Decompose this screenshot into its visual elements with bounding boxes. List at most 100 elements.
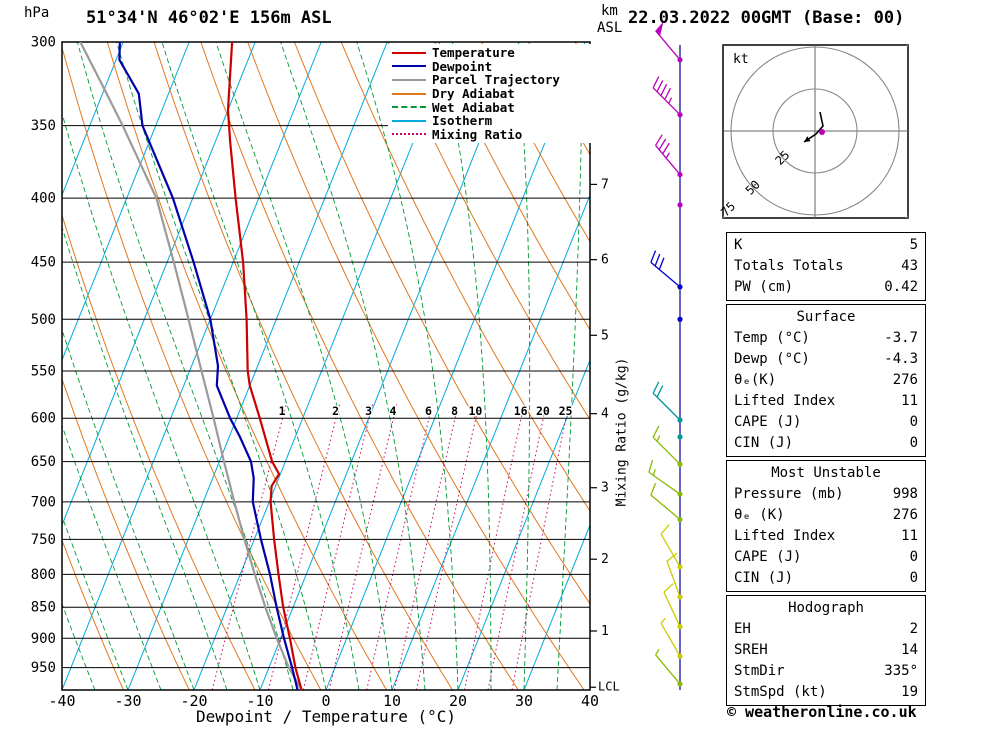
legend-label: Parcel Trajectory [432,72,560,88]
pressure-tick-label: 550 [31,363,56,379]
row-label: CAPE (J) [734,414,802,430]
table-row: CAPE (J) 0 [734,412,918,433]
legend-label: Mixing Ratio [432,126,523,142]
mixing-ratio-label: 4 [389,404,396,418]
index-table: Surface Temp (°C) -3.7 Dewp (°C) -4.3 θₑ(K) 27… [726,304,926,457]
row-value: 14 [901,642,918,658]
index-table: K 5 Totals Totals 43 PW (cm) 0.42 [726,232,926,301]
legend-line-sample [392,92,426,95]
hodograph-ring [730,46,900,216]
legend-item: Parcel Trajectory [390,73,592,87]
chart-legend: Temperature Dewpoint Parcel Trajectory Dry … [388,44,592,144]
table-row: SREH 14 [734,640,918,661]
wet-adiabat-lines [62,42,590,690]
table-row: CAPE (J) 0 [734,547,918,568]
mixing-ratio-label: 3 [365,404,372,418]
km-tick-label: 7 [601,177,609,192]
row-value: 276 [892,507,918,523]
km-tick-label: 6 [601,253,609,268]
table-header: Hodograph [788,600,864,616]
row-value: 5 [909,237,918,253]
dry-adiabat-lines [62,42,590,690]
table-row: θₑ(K) 276 [734,370,918,391]
legend-item: Mixing Ratio [390,128,592,142]
row-label: Dewp (°C) [734,351,810,367]
row-value: 276 [892,372,918,388]
plot-border [61,41,591,691]
wind-barb [663,583,683,630]
row-label: θₑ (K) [734,507,785,523]
legend-line-sample [392,65,426,68]
row-value: 19 [901,684,918,700]
mixing-ratio-value-labels: 1 2 3 4 6 8 10 16 20 25 [277,403,573,420]
temp-tick-label: 0 [321,692,330,710]
row-value: 0 [909,414,918,430]
table-header: Most Unstable [771,465,881,481]
legend-label: Isotherm [432,113,493,129]
row-label: StmDir [734,663,785,679]
km-tick-label: 3 [601,481,609,496]
temp-axis-label: Dewpoint / Temperature (°C) [195,707,457,726]
row-value: 0 [909,435,918,451]
temp-tick-label: 30 [515,692,533,710]
pressure-tick-label: 800 [31,567,56,583]
mixing-ratio-label: 20 [536,404,550,418]
km-tick-label: 4 [601,407,609,422]
table-row: StmSpd (kt) 19 [734,682,918,703]
temp-tick-label: 40 [581,692,599,710]
wind-barb [650,250,683,290]
row-value: 11 [901,393,918,409]
pressure-tick-label: 700 [31,494,56,510]
station-title: 51°34'N 46°02'E 156m ASL [86,8,332,28]
mixing-ratio-label: 2 [332,404,339,418]
row-label: CAPE (J) [734,549,802,565]
wind-barb [652,76,683,118]
row-label: StmSpd (kt) [734,684,827,700]
km-tick-label: 2 [601,552,609,567]
row-label: Lifted Index [734,393,836,409]
wind-barb [677,434,683,440]
pressure-tick-label: 600 [31,411,56,427]
legend-line-sample [392,119,426,122]
legend-item: Dry Adiabat [390,87,592,101]
pressure-tick-label: 300 [31,35,56,51]
pressure-gridlines: 300 350 400 450 500 550 600 650 700 750 800 850 900 9… [31,35,590,676]
temp-tick-label: -10 [246,692,273,710]
hodograph-storm-dot [819,129,825,135]
wind-barb [652,381,683,423]
mixing-ratio-label: 16 [514,404,528,418]
wind-barb [660,524,683,570]
row-label: Temp (°C) [734,330,810,346]
legend-label: Dewpoint [432,58,493,74]
pressure-tick-label: 350 [31,118,56,134]
wind-barb-column [648,21,683,690]
km-axis-ticks: 1 2 3 4 5 6 7 LCL [590,177,620,693]
mixing-ratio-label: 10 [468,404,482,418]
mixing-ratio-label: 8 [451,404,458,418]
table-row: StmDir 335° [734,661,918,682]
row-label: Lifted Index [734,528,836,544]
mixing-ratio-label: 1 [279,404,286,418]
hodograph-unit-label: kt [733,52,749,67]
row-label: SREH [734,642,768,658]
table-row: Pressure (mb) 998 [734,484,918,505]
pressure-tick-label: 950 [31,660,56,676]
row-value: 0 [909,570,918,586]
hodograph-ring [772,88,858,174]
lcl-label: LCL [598,679,620,693]
pressure-tick-label: 450 [31,255,56,271]
legend-line-sample [392,78,426,81]
temp-tick-label: 10 [383,692,401,710]
wind-barb [666,552,683,600]
row-label: CIN (J) [734,570,794,586]
row-label: PW (cm) [734,279,794,295]
km-tick-label: 1 [601,624,609,639]
table-row: Dewp (°C) -4.3 [734,349,918,370]
legend-item: Wet Adiabat [390,100,592,114]
pressure-unit-label: hPa [24,5,50,21]
temp-tick-labels: -40 -30 -20 -10 0 10 20 30 40 [48,692,599,710]
temp-tick-label: -20 [180,692,207,710]
wind-barb [655,649,683,687]
